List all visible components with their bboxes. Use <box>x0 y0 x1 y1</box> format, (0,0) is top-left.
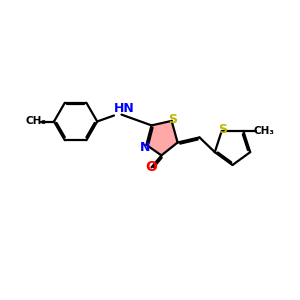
Polygon shape <box>146 121 178 155</box>
Text: S: S <box>168 113 177 126</box>
Text: HN: HN <box>113 101 134 115</box>
Text: O: O <box>146 160 158 174</box>
Text: S: S <box>218 123 227 136</box>
Text: N: N <box>140 141 150 154</box>
Text: CH₃: CH₃ <box>26 116 46 127</box>
Text: CH₃: CH₃ <box>253 126 274 136</box>
